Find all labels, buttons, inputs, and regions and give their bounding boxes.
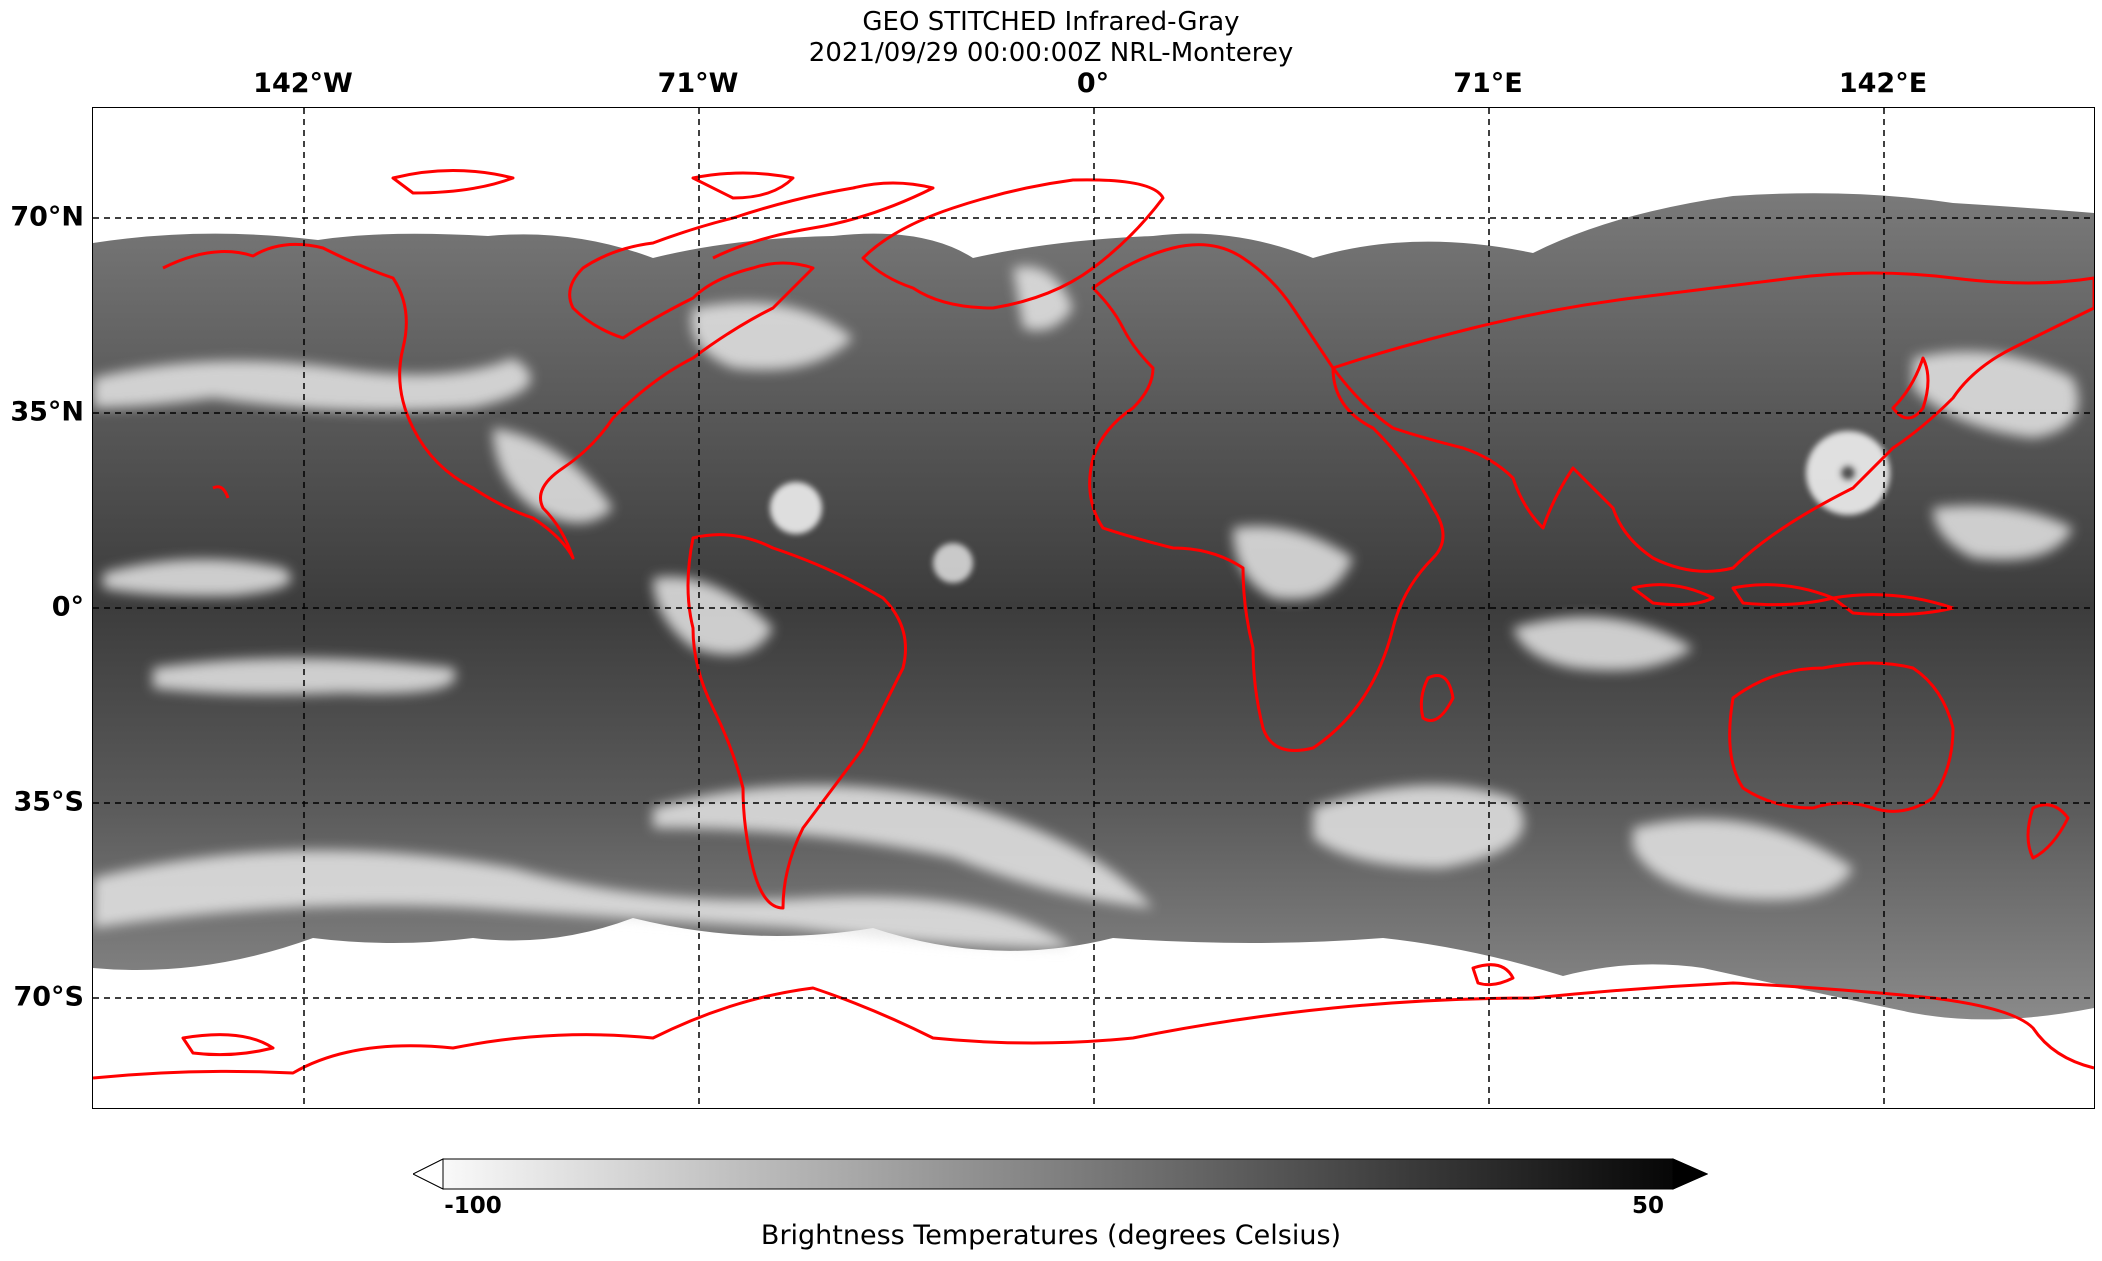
coastlines <box>93 169 2094 1080</box>
lat-label-35s: 35°S <box>13 786 84 818</box>
colorbar-min-label: -100 <box>444 1193 502 1219</box>
graticule <box>93 108 2094 1108</box>
lon-label-142e: 142°E <box>1838 68 1928 99</box>
colorbar-label: Brightness Temperatures (degrees Celsius… <box>760 1220 1342 1251</box>
lat-label-70s: 70°S <box>13 981 84 1013</box>
lon-label-71e: 71°E <box>1453 68 1523 99</box>
colorbar-max-label: 50 <box>1631 1193 1665 1219</box>
lat-label-35n: 35°N <box>10 396 84 428</box>
lon-label-71w: 71°W <box>657 68 739 99</box>
map-subtitle: 2021/09/29 00:00:00Z NRL-Monterey <box>808 38 1294 68</box>
lon-label-142w: 142°W <box>253 68 353 99</box>
lat-label-70n: 70°N <box>10 201 84 233</box>
map-title: GEO STITCHED Infrared-Gray <box>862 7 1240 37</box>
map-canvas <box>93 108 2094 1108</box>
colorbar <box>413 1158 1708 1190</box>
satellite-map[interactable] <box>92 107 2095 1109</box>
storm-systems <box>770 431 1890 583</box>
lat-label-0: 0° <box>51 591 84 623</box>
lon-label-0: 0° <box>1076 68 1110 99</box>
